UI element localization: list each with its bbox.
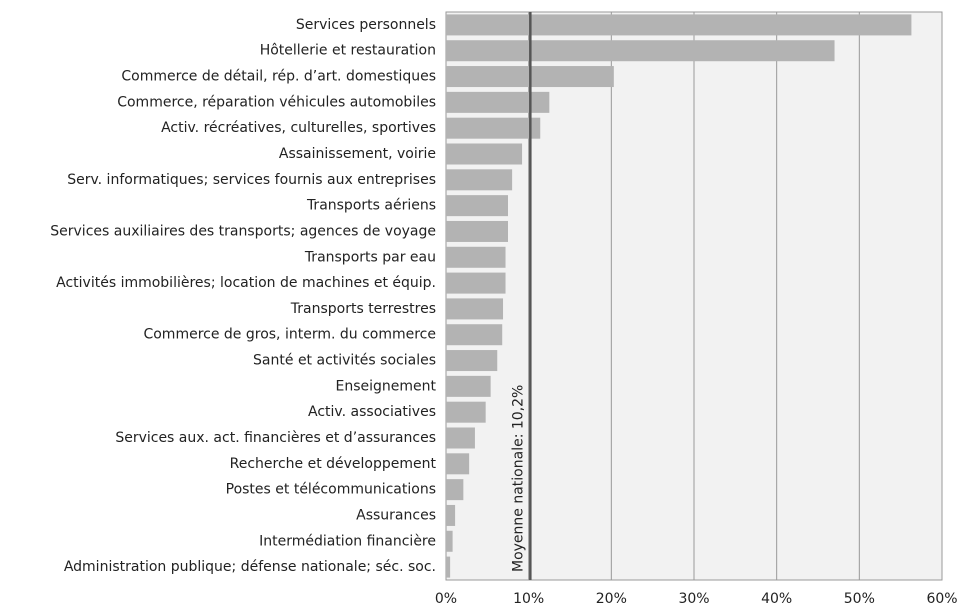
y-tick-label: Santé et activités sociales	[253, 353, 436, 369]
y-tick-label: Services aux. act. financières et d’assu…	[115, 430, 436, 446]
y-tick-label: Enseignement	[335, 378, 436, 394]
y-tick-label: Serv. informatiques; services fournis au…	[67, 172, 436, 188]
bar	[446, 298, 504, 320]
x-tick-label: 50%	[844, 591, 875, 607]
y-tick-label: Commerce de gros, interm. du commerce	[143, 327, 436, 343]
bar	[446, 350, 498, 372]
x-tick-label: 0%	[435, 591, 457, 607]
bar	[446, 195, 508, 217]
x-tick-label: 20%	[596, 591, 627, 607]
y-tick-label: Activités immobilières; location de mach…	[56, 275, 436, 291]
x-tick-label: 30%	[678, 591, 709, 607]
bar	[446, 479, 464, 501]
y-tick-label: Commerce de détail, rép. d’art. domestiq…	[121, 69, 436, 85]
y-tick-label: Intermédiation financière	[259, 533, 436, 549]
y-tick-label: Transports par eau	[304, 249, 436, 265]
y-tick-label: Assurances	[356, 507, 436, 523]
bar	[446, 246, 506, 268]
bar	[446, 272, 506, 294]
bar	[446, 169, 513, 191]
bar	[446, 117, 541, 139]
bar	[446, 401, 486, 423]
y-tick-label: Activ. associatives	[308, 404, 436, 420]
bar	[446, 91, 550, 113]
bar	[446, 427, 475, 449]
y-tick-label: Hôtellerie et restauration	[260, 43, 436, 59]
y-tick-label: Transports terrestres	[290, 301, 436, 317]
y-tick-label: Activ. récréatives, culturelles, sportiv…	[161, 120, 436, 136]
y-tick-label: Recherche et développement	[230, 456, 437, 472]
y-tick-label: Services auxiliaires des transports; age…	[50, 223, 436, 239]
reference-label: Moyenne nationale: 10,2%	[510, 385, 526, 572]
y-tick-label: Administration publique; défense nationa…	[64, 559, 436, 575]
bar	[446, 504, 456, 526]
y-tick-label: Assainissement, voirie	[279, 146, 436, 162]
bar	[446, 143, 523, 165]
bar	[446, 324, 503, 346]
bar	[446, 40, 835, 62]
bar	[446, 14, 912, 36]
y-tick-label: Transports aériens	[306, 198, 436, 214]
x-tick-label: 40%	[761, 591, 792, 607]
bar	[446, 530, 453, 552]
bar	[446, 556, 451, 578]
y-tick-label: Commerce, réparation véhicules automobil…	[117, 94, 436, 110]
bar	[446, 453, 470, 475]
x-tick-label: 10%	[513, 591, 544, 607]
bar	[446, 375, 491, 397]
y-tick-label: Services personnels	[296, 17, 436, 33]
x-tick-label: 60%	[926, 591, 957, 607]
y-tick-label: Postes et télécommunications	[226, 482, 436, 498]
bar	[446, 220, 508, 242]
